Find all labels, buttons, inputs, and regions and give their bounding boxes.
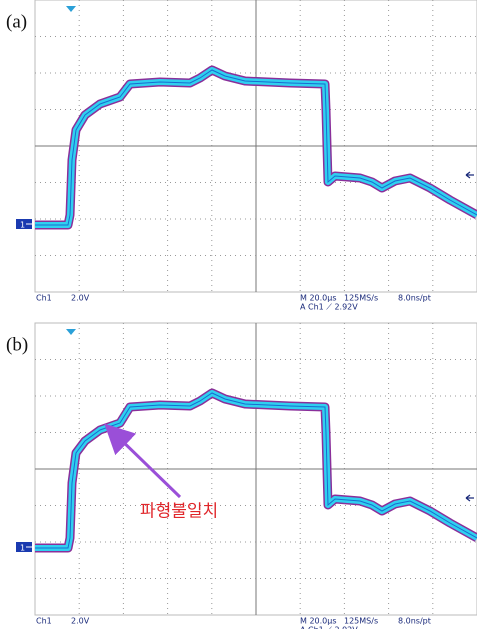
trigger: A Ch1 ⟋ 2.92V	[300, 626, 358, 630]
channel-marker: 1	[20, 221, 25, 230]
channel-marker: 1	[20, 544, 25, 553]
timebase: M 20.0µs	[300, 617, 337, 626]
timebase: M 20.0µs	[300, 294, 337, 303]
resolution: 8.0ns/pt	[398, 617, 431, 626]
volt-scale: 2.0V	[71, 294, 90, 303]
panel-label: (b)	[6, 334, 28, 355]
channel: Ch1	[36, 294, 52, 303]
sample-rate: 125MS/s	[344, 617, 378, 626]
volt-scale: 2.0V	[71, 617, 90, 626]
trigger: A Ch1 ⟋ 2.92V	[300, 303, 358, 312]
resolution: 8.0ns/pt	[398, 294, 431, 303]
panel-label: (a)	[6, 11, 27, 32]
channel: Ch1	[36, 617, 52, 626]
annotation: 파형불일치	[140, 502, 218, 522]
figure: 1 (a) Ch1 2.0V M 20.0µs 125MS/s 8.0ns/pt A Ch1 …	[0, 0, 477, 629]
sample-rate: 125MS/s	[344, 294, 378, 303]
scope-panel: 1 (a) Ch1 2.0V M 20.0µs 125MS/s 8.0ns/pt A Ch1 …	[6, 0, 477, 312]
scope-panel: 1 (b) Ch1 2.0V M 20.0µs 125MS/s 8.0ns/pt A Ch1 …	[6, 323, 477, 629]
